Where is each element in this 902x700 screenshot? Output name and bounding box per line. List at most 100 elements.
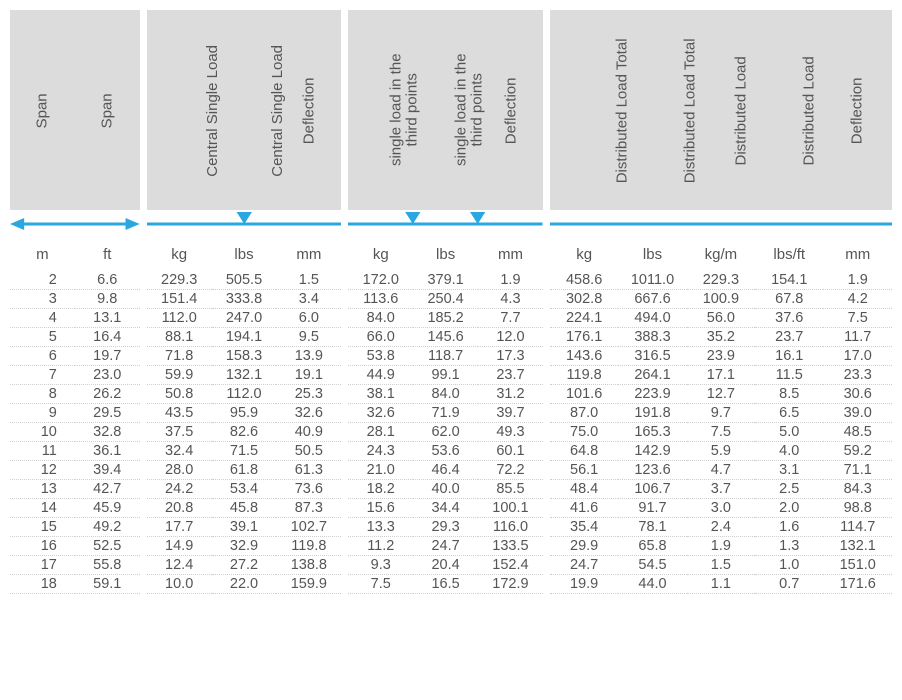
table-row: 1136.132.471.550.524.353.660.164.8142.95… [10, 442, 892, 461]
cell-span_ft: 29.5 [75, 404, 140, 423]
cell-tp_lbs: 40.0 [413, 480, 478, 499]
cell-tp_lbs: 99.1 [413, 366, 478, 385]
cell-d_kgm: 2.4 [687, 518, 755, 537]
cell-tp_mm: 49.3 [478, 423, 543, 442]
cell-span_m: 12 [10, 461, 75, 480]
unit-d-kgm: kg/m [687, 236, 755, 271]
cell-csl_mm: 73.6 [276, 480, 341, 499]
cell-span_m: 3 [10, 290, 75, 309]
cell-d_kgm: 12.7 [687, 385, 755, 404]
cell-span_ft: 32.8 [75, 423, 140, 442]
cell-span_m: 18 [10, 575, 75, 594]
cell-csl_kg: 151.4 [147, 290, 212, 309]
cell-d_kgm: 1.1 [687, 575, 755, 594]
cell-d_mm: 23.3 [823, 366, 892, 385]
cell-csl_mm: 9.5 [276, 328, 341, 347]
hdr-tp-lbs: single load in thethird points [413, 10, 478, 210]
cell-csl_mm: 119.8 [276, 537, 341, 556]
cell-dt_kg: 87.0 [550, 404, 618, 423]
cell-d_mm: 17.0 [823, 347, 892, 366]
cell-dt_kg: 119.8 [550, 366, 618, 385]
cell-csl_mm: 3.4 [276, 290, 341, 309]
cell-tp_kg: 44.9 [348, 366, 413, 385]
cell-csl_kg: 17.7 [147, 518, 212, 537]
cell-d_lbsft: 3.1 [755, 461, 823, 480]
cell-tp_lbs: 62.0 [413, 423, 478, 442]
cell-csl_lbs: 333.8 [212, 290, 277, 309]
cell-tp_kg: 9.3 [348, 556, 413, 575]
cell-span_ft: 42.7 [75, 480, 140, 499]
cell-csl_lbs: 22.0 [212, 575, 277, 594]
table-row: 516.488.1194.19.566.0145.612.0176.1388.3… [10, 328, 892, 347]
cell-csl_kg: 14.9 [147, 537, 212, 556]
cell-span_m: 10 [10, 423, 75, 442]
cell-dt_lbs: 494.0 [618, 309, 686, 328]
unit-csl-mm: mm [276, 236, 341, 271]
cell-dt_kg: 64.8 [550, 442, 618, 461]
cell-csl_mm: 6.0 [276, 309, 341, 328]
hdr-tp-lbs-text: single load in thethird points [454, 54, 486, 167]
cell-dt_lbs: 223.9 [618, 385, 686, 404]
cell-d_mm: 11.7 [823, 328, 892, 347]
cell-span_ft: 9.8 [75, 290, 140, 309]
unit-span-ft: ft [75, 236, 140, 271]
hdr-dt-kg: Distributed Load Total [550, 10, 618, 210]
cell-d_lbsft: 1.0 [755, 556, 823, 575]
unit-tp-kg: kg [348, 236, 413, 271]
cell-dt_kg: 41.6 [550, 499, 618, 518]
cell-tp_mm: 7.7 [478, 309, 543, 328]
cell-d_mm: 98.8 [823, 499, 892, 518]
marker-dist [550, 210, 892, 236]
marker-row [10, 210, 892, 236]
cell-tp_kg: 21.0 [348, 461, 413, 480]
cell-span_m: 4 [10, 309, 75, 328]
cell-tp_lbs: 379.1 [413, 271, 478, 290]
hdr-tp-mm: Deflection [478, 10, 543, 210]
cell-dt_kg: 75.0 [550, 423, 618, 442]
cell-csl_lbs: 53.4 [212, 480, 277, 499]
header-row: Span Span Central Single Load Central Si… [10, 10, 892, 210]
cell-span_ft: 6.6 [75, 271, 140, 290]
cell-tp_lbs: 20.4 [413, 556, 478, 575]
cell-csl_kg: 59.9 [147, 366, 212, 385]
cell-span_ft: 23.0 [75, 366, 140, 385]
cell-tp_mm: 1.9 [478, 271, 543, 290]
table-row: 39.8151.4333.83.4113.6250.44.3302.8667.6… [10, 290, 892, 309]
cell-csl_mm: 19.1 [276, 366, 341, 385]
cell-span_ft: 26.2 [75, 385, 140, 404]
table-row: 1859.110.022.0159.97.516.5172.919.944.01… [10, 575, 892, 594]
cell-csl_kg: 229.3 [147, 271, 212, 290]
cell-dt_kg: 35.4 [550, 518, 618, 537]
cell-tp_kg: 7.5 [348, 575, 413, 594]
cell-csl_lbs: 132.1 [212, 366, 277, 385]
cell-d_kgm: 229.3 [687, 271, 755, 290]
cell-d_kgm: 35.2 [687, 328, 755, 347]
cell-d_kgm: 1.5 [687, 556, 755, 575]
cell-tp_mm: 72.2 [478, 461, 543, 480]
cell-tp_mm: 12.0 [478, 328, 543, 347]
cell-d_lbsft: 5.0 [755, 423, 823, 442]
cell-dt_kg: 29.9 [550, 537, 618, 556]
cell-tp_lbs: 53.6 [413, 442, 478, 461]
cell-d_mm: 151.0 [823, 556, 892, 575]
hdr-csl-lbs: Central Single Load [212, 10, 277, 210]
cell-dt_lbs: 667.6 [618, 290, 686, 309]
unit-row: m ft kg lbs mm kg lbs mm kg lbs kg/m lbs… [10, 236, 892, 271]
cell-csl_lbs: 194.1 [212, 328, 277, 347]
cell-tp_lbs: 145.6 [413, 328, 478, 347]
table-row: 1239.428.061.861.321.046.472.256.1123.64… [10, 461, 892, 480]
unit-csl-lbs: lbs [212, 236, 277, 271]
unit-d-mm: mm [823, 236, 892, 271]
cell-csl_kg: 12.4 [147, 556, 212, 575]
cell-dt_kg: 101.6 [550, 385, 618, 404]
table-row: 1445.920.845.887.315.634.4100.141.691.73… [10, 499, 892, 518]
hdr-d-mm: Deflection [823, 10, 892, 210]
cell-csl_kg: 10.0 [147, 575, 212, 594]
cell-csl_mm: 25.3 [276, 385, 341, 404]
table-row: 26.6229.3505.51.5172.0379.11.9458.61011.… [10, 271, 892, 290]
cell-tp_mm: 39.7 [478, 404, 543, 423]
cell-csl_lbs: 39.1 [212, 518, 277, 537]
cell-span_m: 16 [10, 537, 75, 556]
csl-arrow-icon [147, 210, 342, 236]
cell-dt_lbs: 142.9 [618, 442, 686, 461]
